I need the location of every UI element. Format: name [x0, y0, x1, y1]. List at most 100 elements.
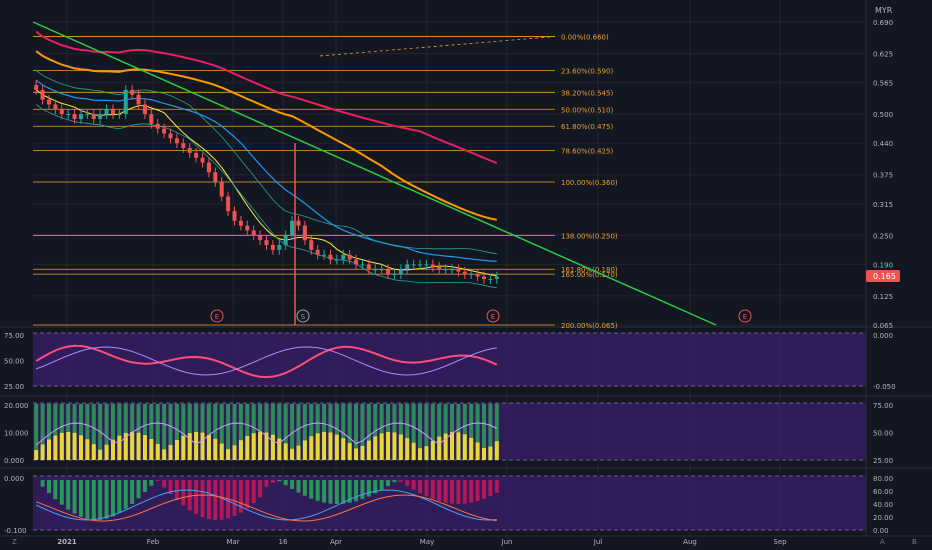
macd-histogram-bar: [462, 480, 467, 504]
panel-right-tick-label: 80.00: [873, 475, 893, 483]
volume-bar-yellow: [373, 436, 378, 460]
volume-bar-yellow: [226, 449, 231, 460]
volume-bar-green: [136, 404, 141, 460]
macd-histogram-bar: [386, 480, 391, 487]
candle-body: [462, 271, 467, 275]
fib-level-label: 100.00%(0.360): [561, 179, 618, 187]
macd-histogram-bar: [251, 480, 256, 504]
y-tick-label: 0.190: [873, 261, 893, 269]
macd-histogram-bar: [296, 480, 301, 493]
panel-band: [33, 333, 866, 386]
macd-histogram-bar: [475, 480, 480, 502]
macd-histogram-bar: [155, 480, 160, 482]
macd-histogram-bar: [488, 480, 493, 497]
volume-bar-yellow: [405, 438, 410, 460]
volume-bar-green: [418, 404, 423, 460]
y-tick-label: 0.625: [873, 51, 893, 59]
volume-bar-green: [162, 404, 167, 460]
macd-histogram-bar: [277, 480, 282, 482]
volume-oscillator-line: [35, 422, 498, 446]
volume-bar-green: [302, 404, 307, 460]
volume-bar-yellow: [296, 445, 301, 460]
volume-bar-yellow: [430, 440, 435, 460]
volume-bar-yellow: [162, 449, 167, 460]
x-tick-label: Sep: [773, 538, 787, 546]
volume-bar-green: [194, 404, 199, 460]
corner-label-a[interactable]: A: [880, 538, 885, 546]
panel-right-tick-label: 75.00: [873, 402, 893, 410]
candle-body: [104, 109, 109, 115]
x-tick-label: Aug: [683, 538, 697, 546]
candle-body: [469, 274, 474, 276]
x-tick-label: May: [420, 538, 434, 546]
candle-body: [123, 89, 128, 115]
volume-bar-green: [373, 404, 378, 460]
fib-level-label: 0.00%(0.660): [561, 34, 609, 42]
volume-bar-green: [168, 404, 173, 460]
macd-histogram-bar: [174, 480, 179, 501]
event-marker-label: S: [301, 313, 306, 321]
macd-histogram-bar: [149, 480, 154, 486]
y-tick-label: 0.690: [873, 19, 893, 27]
volume-bar-yellow: [347, 443, 352, 460]
corner-label-b[interactable]: B: [912, 538, 917, 546]
macd-histogram-bar: [232, 480, 237, 516]
corner-label-z[interactable]: Z: [12, 538, 17, 546]
volume-bar-green: [59, 404, 64, 460]
candle-body: [482, 276, 487, 279]
candle-body: [347, 254, 352, 260]
candle-body: [475, 274, 480, 277]
candle-body: [264, 240, 269, 246]
macd-histogram-bar: [78, 480, 83, 517]
macd-histogram-bar: [270, 480, 275, 483]
volume-bar-green: [290, 404, 295, 460]
stochastic-k-line: [35, 344, 498, 379]
event-marker: E: [486, 309, 500, 323]
volume-bar-yellow: [315, 433, 320, 460]
volume-bar-yellow: [251, 433, 256, 460]
volume-bar-green: [405, 404, 410, 460]
panel-y-tick-label: 75.00: [4, 332, 24, 340]
macd-histogram-bar: [469, 480, 474, 503]
volume-bar-green: [494, 404, 499, 460]
candle-body: [200, 157, 205, 163]
macd-histogram-bar: [245, 480, 250, 509]
candle-body: [98, 114, 103, 119]
volume-bar-yellow: [117, 435, 122, 460]
candle-body: [366, 264, 371, 270]
volume-bar-green: [392, 404, 397, 460]
candle-body: [328, 254, 333, 260]
volume-bar-green: [142, 404, 147, 460]
candle-body: [91, 114, 96, 119]
candle-body: [66, 114, 71, 116]
volume-bar-yellow: [219, 443, 224, 460]
volume-bar-green: [251, 404, 256, 460]
panel-right-tick-label: 20.00: [873, 514, 893, 522]
volume-bar-yellow: [174, 439, 179, 460]
axes: 2021 Feb Mar 16 Apr May Jun Jul Aug Sep 0.690 0.625…: [4, 19, 896, 546]
y-tick-label: 0.375: [873, 172, 893, 180]
macd-histogram-bar: [398, 480, 403, 482]
macd-histogram-bar: [46, 480, 51, 494]
macd-histogram-bar: [40, 480, 45, 487]
candle-body: [379, 269, 384, 271]
x-tick-label: 16: [279, 538, 288, 546]
macd-histogram-bar: [123, 480, 128, 509]
volume-bar-yellow: [456, 432, 461, 460]
candle-body: [162, 128, 167, 134]
macd-histogram-bar: [98, 480, 103, 520]
event-marker: S: [296, 309, 310, 323]
volume-bar-green: [354, 404, 359, 460]
volume-bar-yellow: [206, 434, 211, 460]
x-tick-label: Feb: [147, 538, 160, 546]
event-marker: E: [210, 309, 224, 323]
fib-level-label: 50.00%(0.510): [561, 106, 613, 114]
candle-body: [494, 276, 499, 279]
volume-bar-yellow: [104, 444, 109, 460]
macd-histogram-bar: [104, 480, 109, 519]
candle-body: [181, 143, 186, 149]
candle-body: [315, 249, 320, 255]
volume-bar-green: [232, 404, 237, 460]
candle-body: [213, 172, 218, 182]
